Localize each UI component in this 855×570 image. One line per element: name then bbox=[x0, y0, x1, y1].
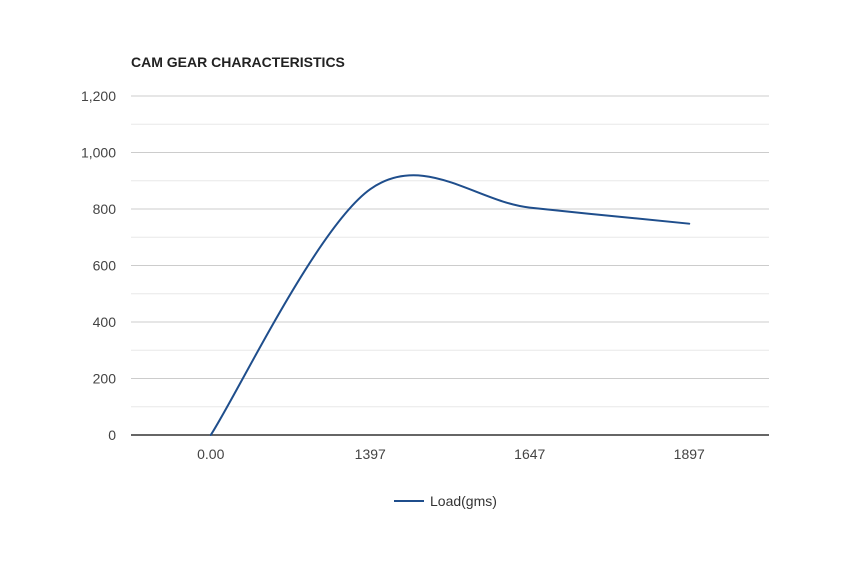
y-tick-label: 0 bbox=[108, 427, 116, 443]
x-tick-label: 0.00 bbox=[197, 446, 224, 462]
gridlines bbox=[131, 95, 769, 408]
y-tick-label: 200 bbox=[93, 371, 117, 387]
legend-label: Load(gms) bbox=[430, 493, 497, 509]
series-line-load bbox=[209, 174, 691, 436]
legend: Load(gms) bbox=[394, 493, 497, 509]
x-tick-label: 1897 bbox=[674, 446, 705, 462]
chart-title: CAM GEAR CHARACTERISTICS bbox=[131, 54, 345, 70]
y-tick-label: 800 bbox=[93, 201, 117, 217]
y-tick-label: 1,200 bbox=[81, 88, 116, 104]
x-axis-ticks: 0.00 1397 1647 1897 bbox=[197, 446, 705, 462]
y-tick-label: 600 bbox=[93, 258, 117, 274]
x-tick-label: 1397 bbox=[355, 446, 386, 462]
x-tick-label: 1647 bbox=[514, 446, 545, 462]
y-axis-ticks: 0 200 400 600 800 1,000 1,200 bbox=[81, 88, 116, 443]
y-tick-label: 400 bbox=[93, 314, 117, 330]
y-tick-label: 1,000 bbox=[81, 145, 116, 161]
